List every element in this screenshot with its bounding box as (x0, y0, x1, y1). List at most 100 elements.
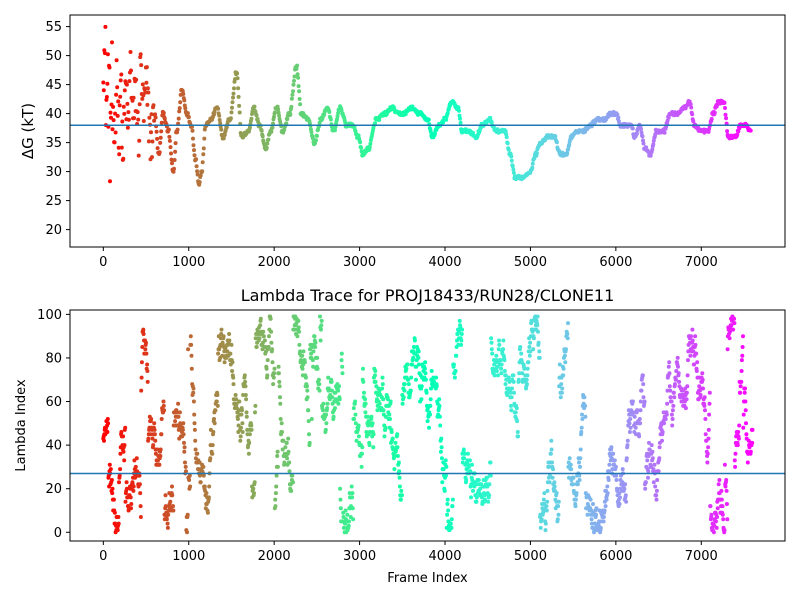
lambda-point (617, 502, 622, 506)
lambda-point (724, 502, 729, 506)
lambda-point (349, 484, 354, 489)
delta-g-point (583, 129, 588, 134)
lambda-point (234, 397, 239, 402)
lambda-point (117, 473, 122, 478)
lambda-point (298, 349, 303, 354)
lambda-point (186, 347, 191, 352)
lambda-point (688, 353, 693, 358)
lambda-point (385, 397, 390, 402)
lambda-point (729, 323, 734, 328)
x-tick-label: 6000 (599, 549, 632, 564)
lambda-point (583, 403, 588, 408)
lambda-point (748, 449, 753, 454)
lambda-point (149, 417, 154, 421)
lambda-point (652, 462, 657, 467)
delta-g-point (129, 68, 133, 73)
lambda-point (246, 451, 251, 456)
lambda-point (450, 504, 455, 509)
delta-g-point (723, 112, 728, 117)
lambda-point (176, 401, 181, 406)
lambda-point (536, 340, 541, 345)
delta-g-point (218, 121, 223, 126)
lambda-point (286, 436, 291, 441)
lambda-point (444, 473, 448, 478)
lambda-point (646, 469, 651, 474)
lambda-point (170, 484, 174, 489)
delta-g-point (567, 142, 572, 147)
delta-g-point (665, 118, 670, 123)
lambda-point (201, 464, 206, 469)
lambda-point (502, 369, 507, 373)
lambda-point (724, 488, 729, 493)
delta-g-point (506, 147, 511, 152)
lambda-point (410, 362, 415, 367)
lambda-point (443, 458, 448, 463)
lambda-point (720, 504, 725, 509)
y-tick-label: 20 (45, 223, 62, 238)
delta-g-point (651, 142, 656, 147)
lambda-point (238, 434, 243, 439)
lambda-point (297, 342, 302, 347)
delta-g-point (292, 78, 296, 83)
delta-g-point (117, 103, 122, 108)
lambda-point (158, 454, 163, 458)
delta-g-point (231, 95, 235, 100)
lambda-point (732, 321, 737, 326)
lambda-point (187, 473, 192, 478)
lambda-point (568, 462, 573, 467)
lambda-point (503, 382, 508, 387)
lambda-point (318, 314, 322, 319)
lambda-point (515, 419, 520, 424)
lambda-point (267, 334, 271, 339)
lambda-point (643, 486, 648, 491)
lambda-point (423, 377, 428, 382)
lambda-point (237, 399, 242, 404)
delta-g-point (131, 95, 136, 100)
lambda-point (307, 440, 312, 445)
lambda-point (705, 451, 710, 456)
delta-g-point (289, 96, 294, 101)
lambda-point (400, 401, 405, 406)
lambda-point (182, 445, 187, 450)
lambda-point (732, 316, 737, 321)
lambda-point (738, 390, 743, 395)
lambda-point (330, 395, 335, 400)
lambda-point (243, 379, 248, 384)
lambda-point (511, 379, 516, 384)
lambda-point (139, 360, 144, 365)
lambda-point (642, 399, 647, 404)
lambda-point (119, 430, 124, 434)
lambda-point (667, 384, 672, 389)
lambda-point (102, 438, 106, 443)
lambda-point (152, 427, 157, 432)
lambda-point (275, 449, 280, 454)
lambda-point (670, 423, 675, 428)
delta-g-point (159, 129, 164, 134)
lambda-point (549, 438, 554, 443)
lambda-point (404, 366, 409, 371)
lambda-point (296, 318, 301, 323)
lambda-point (367, 443, 372, 448)
lambda-point (711, 530, 716, 535)
delta-g-points (101, 24, 753, 187)
y-tick-label: 25 (45, 194, 62, 209)
lambda-point (356, 423, 361, 428)
lambda-point (265, 358, 270, 363)
delta-g-point (554, 140, 559, 145)
lambda-point (588, 497, 593, 502)
delta-g-point (229, 110, 234, 115)
delta-g-point (121, 104, 126, 109)
lambda-point (544, 508, 549, 513)
lambda-point (110, 486, 115, 491)
lambda-point (461, 447, 466, 452)
lambda-point (460, 327, 465, 332)
lambda-point (139, 375, 144, 380)
delta-g-point (122, 88, 127, 93)
lambda-point (402, 382, 407, 387)
lambda-point (640, 373, 645, 378)
lambda-point (547, 473, 552, 478)
lambda-point (528, 340, 533, 345)
lambda-point (519, 351, 524, 356)
lambda-point (244, 397, 249, 402)
lambda-point (242, 373, 247, 378)
